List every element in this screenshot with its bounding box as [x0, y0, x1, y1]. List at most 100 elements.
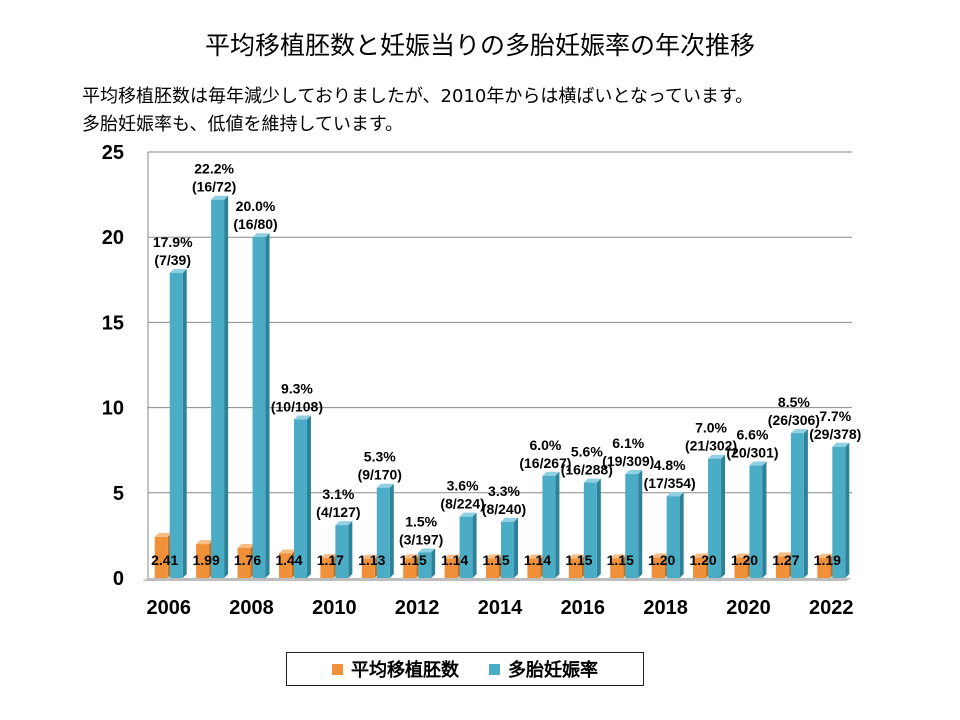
data-label-embryos: 1.15: [565, 552, 592, 568]
x-tick-label: 2016: [561, 597, 606, 619]
legend-swatch-multiple-rate: [489, 663, 500, 675]
note-line-1: 平均移植胚数は毎年減少しておりましたが、2010年からは横ばいとなっています。: [82, 86, 754, 107]
data-sublabel-multiple-rate: (26/306): [768, 412, 820, 428]
bar-multiple-rate-top: [625, 470, 643, 475]
data-label-embryos: 1.20: [689, 552, 716, 568]
bar-multiple-rate-side: [389, 483, 394, 578]
bar-embryos-top: [734, 553, 752, 558]
x-tick-label: 2014: [478, 597, 523, 619]
note-line-2: 多胎妊娠率も、低値を維持しています。: [82, 114, 404, 135]
data-label-multiple-rate: 20.0%: [236, 198, 276, 214]
bar-embryos-top: [320, 554, 338, 559]
bar-multiple-rate: [169, 272, 183, 578]
data-label-embryos: 1.27: [772, 552, 799, 568]
data-sublabel-multiple-rate: (8/240): [482, 501, 526, 517]
data-label-multiple-rate: 22.2%: [194, 161, 234, 177]
bar-embryos: [693, 557, 707, 578]
chart-floor: [142, 578, 852, 581]
y-tick-label: 20: [102, 227, 124, 249]
bar-embryos: [651, 557, 665, 578]
data-label-multiple-rate: 3.1%: [322, 486, 354, 502]
data-label-multiple-rate: 6.0%: [529, 437, 561, 453]
bar-multiple-rate-side: [555, 471, 560, 578]
bar-multiple-rate-top: [211, 195, 229, 200]
legend-label-embryos: 平均移植胚数: [351, 660, 459, 681]
bar-multiple-rate-top: [583, 478, 601, 483]
bar-multiple-rate-side: [265, 233, 270, 578]
bar-multiple-rate-side: [306, 415, 311, 578]
bar-multiple-rate-top: [790, 429, 808, 434]
data-label-multiple-rate: 6.1%: [612, 435, 644, 451]
bar-multiple-rate-top: [169, 268, 187, 273]
bar-embryos-top: [486, 554, 503, 559]
bar-multiple-rate: [708, 458, 722, 578]
bar-multiple-rate: [625, 474, 639, 578]
bar-embryos-top: [693, 553, 711, 558]
data-label-embryos: 1.14: [524, 552, 551, 568]
data-label-embryos: 1.20: [648, 552, 675, 568]
bar-multiple-rate: [293, 419, 307, 578]
data-label-embryos: 1.17: [317, 552, 344, 568]
data-label-embryos: 1.76: [234, 552, 261, 568]
bar-multiple-rate-side: [638, 470, 643, 578]
bar-multiple-rate-top: [335, 521, 353, 526]
bar-multiple-rate-top: [666, 492, 684, 497]
bar-multiple-rate-top: [708, 454, 726, 459]
y-tick-label: 25: [102, 142, 124, 164]
bar-embryos: [527, 558, 541, 578]
legend-label-multiple-rate: 多胎妊娠率: [508, 660, 598, 681]
bar-embryos: [403, 558, 417, 578]
data-label-multiple-rate: 7.0%: [695, 420, 727, 436]
data-sublabel-multiple-rate: (16/288): [561, 462, 613, 478]
bar-embryos: [237, 548, 251, 578]
bar-multiple-rate: [583, 482, 597, 578]
bar-embryos: [361, 558, 375, 578]
data-label-multiple-rate: 5.3%: [364, 449, 396, 465]
data-label-embryos: 1.15: [482, 552, 509, 568]
bar-embryos: [568, 558, 582, 578]
bar-embryos-top: [817, 553, 835, 558]
x-tick-label: 2010: [312, 597, 357, 619]
bar-embryos: [775, 556, 789, 578]
data-label-embryos: 1.44: [275, 552, 302, 568]
x-tick-label: 2018: [643, 597, 688, 619]
bar-embryos: [486, 558, 499, 578]
data-label-multiple-rate: 4.8%: [654, 457, 686, 473]
data-label-embryos: 1.19: [814, 552, 841, 568]
bar-multiple-rate-side: [182, 268, 187, 578]
bar-multiple-rate: [790, 433, 804, 578]
bar-embryos: [817, 557, 831, 578]
bar-embryos-top: [237, 544, 255, 549]
bar-multiple-rate-side: [348, 521, 353, 578]
legend-swatch-embryos: [332, 663, 343, 675]
bar-multiple-rate-top: [832, 442, 850, 447]
data-sublabel-multiple-rate: (16/267): [519, 455, 571, 471]
data-label-embryos: 1.20: [731, 552, 758, 568]
data-sublabel-multiple-rate: (16/72): [192, 179, 236, 195]
x-tick-label: 2008: [229, 597, 274, 619]
legend: 平均移植胚数 多胎妊娠率: [286, 652, 644, 686]
bar-multiple-rate-top: [501, 517, 518, 522]
data-label-multiple-rate: 7.7%: [819, 408, 851, 424]
data-sublabel-multiple-rate: (29/378): [809, 426, 861, 442]
bar-multiple-rate-side: [845, 442, 850, 578]
bar-embryos-top: [361, 554, 379, 559]
bar-multiple-rate-side: [762, 461, 767, 578]
data-sublabel-multiple-rate: (10/108): [271, 399, 323, 415]
legend-item-multiple-rate: 多胎妊娠率: [489, 656, 598, 682]
x-tick-label: 2020: [726, 597, 771, 619]
data-label-embryos: 2.41: [151, 552, 178, 568]
data-sublabel-multiple-rate: (4/127): [316, 504, 360, 520]
data-label-multiple-rate: 3.3%: [488, 483, 520, 499]
y-tick-label: 5: [113, 483, 124, 505]
data-label-multiple-rate: 9.3%: [281, 381, 313, 397]
data-label-embryos: 1.15: [607, 552, 634, 568]
data-label-multiple-rate: 17.9%: [153, 234, 193, 250]
y-tick-label: 10: [102, 398, 124, 420]
bar-multiple-rate-top: [542, 471, 560, 476]
bar-multiple-rate: [832, 446, 846, 578]
x-tick-label: 2006: [146, 597, 191, 619]
bar-multiple-rate: [252, 237, 266, 578]
bar-embryos: [610, 558, 624, 578]
